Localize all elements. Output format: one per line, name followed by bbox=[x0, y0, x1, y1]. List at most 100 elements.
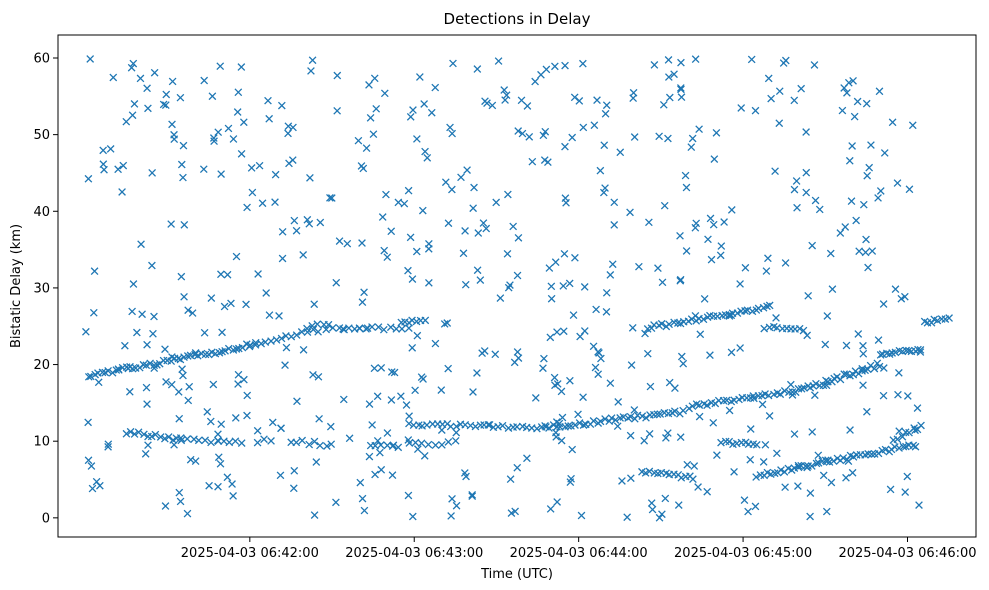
data-point bbox=[815, 205, 824, 214]
data-point bbox=[575, 419, 584, 427]
data-point bbox=[242, 300, 250, 309]
data-point bbox=[808, 428, 817, 436]
data-point bbox=[812, 379, 820, 388]
data-point bbox=[908, 121, 917, 130]
data-point bbox=[147, 432, 156, 441]
data-point bbox=[881, 445, 890, 454]
data-point bbox=[626, 474, 635, 483]
data-point bbox=[229, 135, 238, 143]
data-point bbox=[86, 55, 95, 63]
data-point bbox=[243, 411, 251, 420]
data-point bbox=[229, 492, 237, 500]
data-point bbox=[576, 332, 584, 341]
data-point bbox=[360, 288, 368, 297]
data-point bbox=[846, 426, 854, 434]
data-point bbox=[143, 340, 151, 349]
data-point bbox=[284, 122, 293, 131]
data-point bbox=[917, 421, 925, 430]
data-point bbox=[842, 473, 850, 482]
data-point bbox=[670, 407, 679, 416]
data-point bbox=[277, 334, 286, 343]
data-point bbox=[736, 344, 745, 352]
data-point bbox=[616, 148, 625, 157]
data-point bbox=[461, 227, 469, 235]
data-point bbox=[175, 488, 184, 497]
data-point bbox=[841, 223, 850, 231]
data-point bbox=[880, 149, 889, 157]
data-point bbox=[601, 184, 609, 192]
data-point bbox=[580, 283, 589, 291]
data-point bbox=[327, 194, 336, 202]
data-point bbox=[879, 300, 888, 308]
data-point bbox=[814, 459, 823, 467]
data-point bbox=[660, 201, 669, 210]
data-point bbox=[253, 438, 262, 447]
data-point bbox=[142, 383, 151, 392]
data-point bbox=[308, 56, 317, 65]
x-tick-label: 2025-04-03 06:43:00 bbox=[345, 546, 483, 561]
data-point bbox=[355, 324, 364, 333]
data-point bbox=[405, 412, 414, 420]
data-point bbox=[443, 319, 452, 327]
data-point bbox=[404, 266, 412, 275]
data-point bbox=[561, 61, 569, 70]
data-point bbox=[518, 129, 527, 138]
data-point bbox=[386, 323, 395, 332]
data-point bbox=[771, 167, 779, 176]
data-point bbox=[180, 292, 188, 301]
data-point bbox=[895, 368, 903, 377]
data-point bbox=[665, 320, 673, 329]
data-point bbox=[727, 206, 736, 214]
data-point bbox=[765, 412, 774, 420]
data-point bbox=[180, 220, 189, 229]
data-point bbox=[183, 509, 192, 518]
data-point bbox=[305, 219, 314, 228]
data-point bbox=[695, 412, 704, 421]
data-point bbox=[390, 368, 399, 377]
data-point bbox=[243, 391, 252, 400]
data-point bbox=[664, 73, 673, 81]
data-point bbox=[289, 484, 298, 493]
data-point bbox=[89, 308, 98, 317]
data-point bbox=[260, 435, 268, 444]
data-point bbox=[602, 101, 611, 110]
data-point bbox=[376, 448, 384, 457]
data-point bbox=[579, 59, 587, 68]
data-point bbox=[203, 407, 212, 416]
data-point bbox=[552, 433, 561, 441]
x-tick-label: 2025-04-03 06:46:00 bbox=[838, 546, 976, 561]
data-point bbox=[865, 163, 874, 172]
data-point bbox=[313, 320, 322, 329]
data-point bbox=[446, 123, 454, 132]
y-axis-label: Bistatic Delay (km) bbox=[9, 224, 24, 348]
data-point bbox=[945, 314, 953, 322]
data-point bbox=[237, 439, 246, 447]
data-point bbox=[751, 106, 760, 115]
data-point bbox=[716, 251, 725, 260]
data-point bbox=[664, 56, 673, 64]
data-point bbox=[706, 351, 714, 359]
data-point bbox=[759, 458, 768, 466]
data-point bbox=[366, 113, 375, 122]
data-point bbox=[372, 104, 381, 113]
data-point bbox=[231, 437, 240, 446]
data-point bbox=[861, 248, 870, 257]
data-point bbox=[799, 326, 808, 335]
data-point bbox=[316, 441, 324, 450]
data-point bbox=[838, 106, 847, 115]
data-point bbox=[306, 173, 314, 182]
data-point bbox=[188, 309, 197, 317]
data-point bbox=[593, 96, 601, 105]
data-point bbox=[470, 183, 478, 192]
data-point bbox=[383, 253, 392, 262]
data-point bbox=[624, 414, 632, 422]
data-point bbox=[643, 349, 652, 358]
data-point bbox=[217, 420, 226, 429]
data-point bbox=[383, 429, 392, 437]
data-point bbox=[614, 398, 623, 406]
data-point bbox=[626, 431, 635, 440]
data-point bbox=[867, 450, 876, 459]
data-point bbox=[159, 356, 168, 365]
data-point bbox=[299, 251, 308, 259]
data-point bbox=[405, 419, 413, 428]
